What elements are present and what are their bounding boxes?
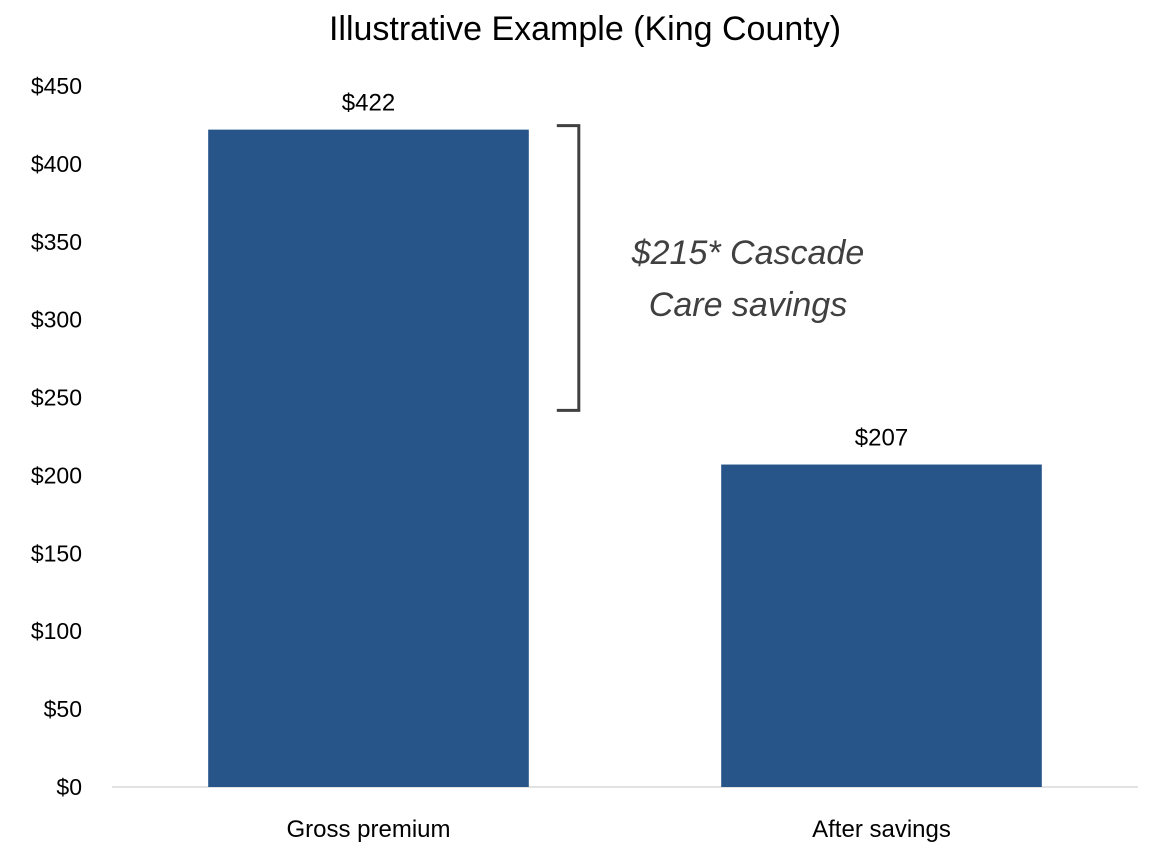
y-tick-label: $300 — [31, 307, 82, 333]
y-tick-label: $250 — [31, 385, 82, 411]
y-tick-label: $150 — [31, 540, 82, 566]
x-axis-categories: Gross premium After savings — [286, 816, 950, 843]
bar-data-label: $422 — [342, 90, 395, 117]
y-tick-label: $50 — [44, 696, 82, 722]
bar-data-label: $207 — [855, 425, 908, 452]
chart-title: Illustrative Example (King County) — [329, 10, 841, 48]
y-tick-label: $100 — [31, 618, 82, 644]
bar — [208, 129, 529, 787]
y-tick-label: $400 — [31, 151, 82, 177]
y-tick-label: $200 — [31, 462, 82, 488]
savings-bracket — [556, 124, 581, 412]
bar — [721, 464, 1042, 787]
bars-group — [208, 129, 1042, 787]
y-tick-label: $450 — [31, 73, 82, 99]
x-category-label: Gross premium — [286, 816, 450, 843]
savings-annotation-line-2: Care savings — [649, 286, 847, 324]
y-tick-label: $350 — [31, 229, 82, 255]
x-category-label: After savings — [812, 816, 951, 843]
data-labels-group: $422 $207 — [342, 90, 908, 452]
y-axis-ticks: $0 $50 $100 $150 $200 $250 $300 $350 $400 $450 — [31, 73, 82, 800]
y-tick-label: $0 — [56, 774, 82, 800]
savings-annotation-line-1: $215* Cascade — [631, 234, 865, 272]
